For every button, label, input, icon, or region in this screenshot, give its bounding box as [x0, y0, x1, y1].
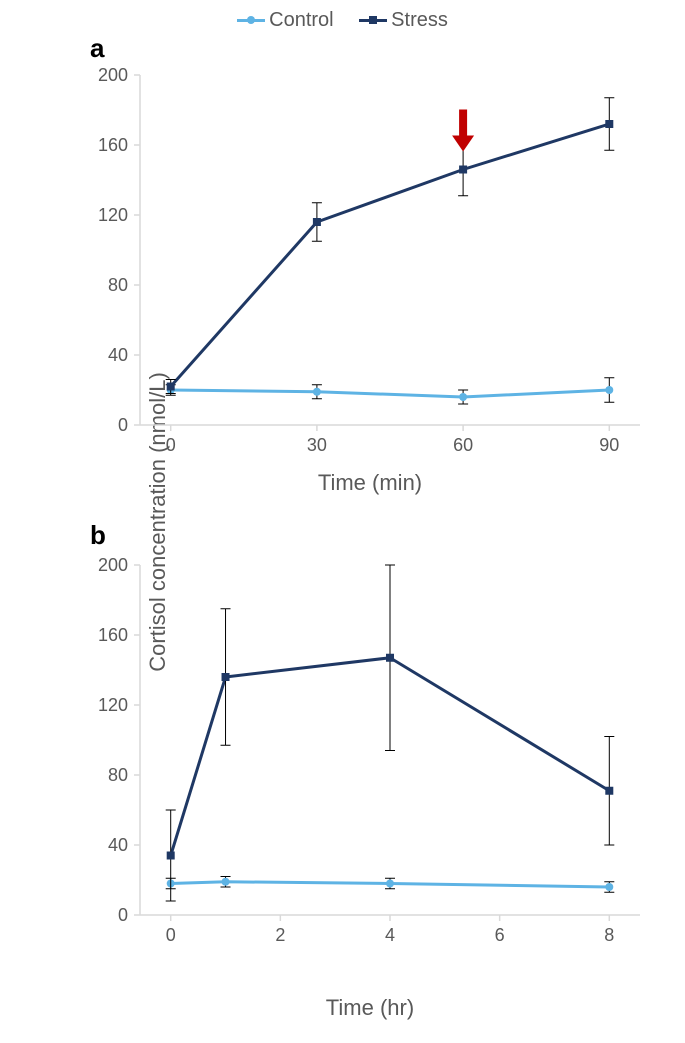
svg-text:0: 0	[166, 435, 176, 455]
legend-label-stress: Stress	[391, 9, 448, 32]
svg-text:80: 80	[108, 275, 128, 295]
chart-a: 0 40 80 120 160 200 0 30 60 90	[70, 45, 670, 485]
svg-text:90: 90	[599, 435, 619, 455]
svg-text:6: 6	[495, 925, 505, 945]
svg-text:4: 4	[385, 925, 395, 945]
svg-text:120: 120	[98, 205, 128, 225]
legend-label-control: Control	[269, 9, 333, 32]
legend-marker-control	[237, 19, 265, 22]
chart-b: 0 40 80 120 160 200 0 2 4 6 8	[70, 535, 670, 975]
svg-text:0: 0	[118, 415, 128, 435]
svg-text:200: 200	[98, 555, 128, 575]
svg-text:0: 0	[118, 905, 128, 925]
legend-item-stress: Stress	[359, 9, 448, 32]
svg-text:160: 160	[98, 625, 128, 645]
legend-marker-stress	[359, 19, 387, 22]
svg-text:0: 0	[166, 925, 176, 945]
svg-text:80: 80	[108, 765, 128, 785]
legend: Control Stress	[0, 5, 685, 32]
svg-text:8: 8	[604, 925, 614, 945]
svg-text:160: 160	[98, 135, 128, 155]
legend-item-control: Control	[237, 9, 333, 32]
figure-container: Control Stress Cortisol concentration (n…	[0, 0, 685, 1043]
svg-text:40: 40	[108, 345, 128, 365]
svg-text:40: 40	[108, 835, 128, 855]
svg-text:120: 120	[98, 695, 128, 715]
x-axis-label-a: Time (min)	[240, 470, 500, 496]
svg-text:30: 30	[307, 435, 327, 455]
svg-text:200: 200	[98, 65, 128, 85]
svg-text:2: 2	[275, 925, 285, 945]
svg-text:60: 60	[453, 435, 473, 455]
x-axis-label-b: Time (hr)	[240, 995, 500, 1021]
